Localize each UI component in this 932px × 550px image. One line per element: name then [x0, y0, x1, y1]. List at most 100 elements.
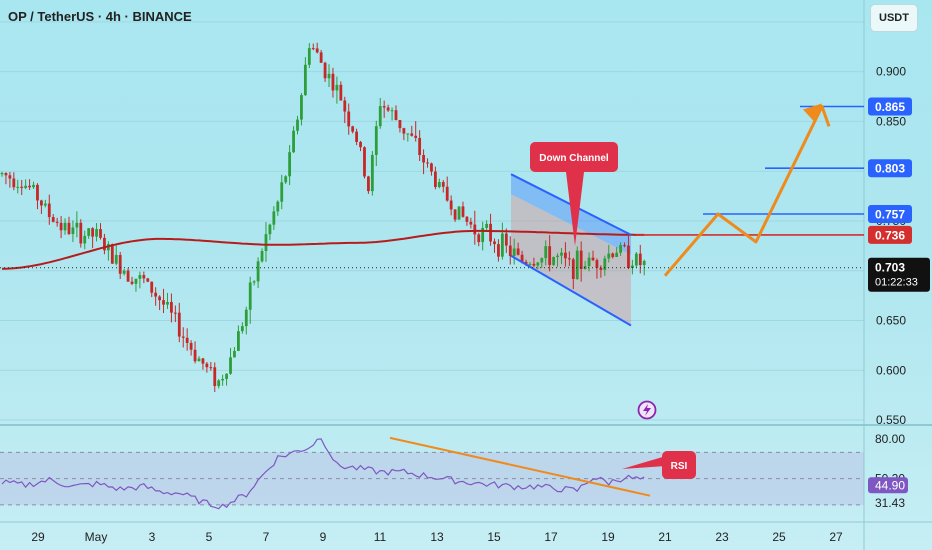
candle-body — [99, 229, 102, 238]
candle-body — [331, 73, 335, 91]
candle-body — [540, 258, 544, 263]
candle-body — [110, 244, 114, 264]
x-tick-label: 3 — [149, 530, 156, 544]
candle-body — [441, 182, 445, 187]
candle-body — [134, 278, 138, 284]
candle-body — [437, 182, 441, 188]
candle-body — [138, 275, 142, 279]
candle-body — [55, 221, 59, 223]
x-tick-label: 7 — [263, 530, 270, 544]
candle-body — [130, 281, 134, 284]
candle-body — [386, 107, 390, 111]
y-tick-label: 0.900 — [876, 65, 906, 79]
candle-body — [611, 253, 615, 258]
rsi-callout-box — [662, 451, 696, 479]
x-tick-label: 9 — [320, 530, 327, 544]
candle-body — [544, 246, 548, 259]
candle-body — [189, 342, 193, 350]
candle-body — [457, 206, 461, 220]
candle-body — [16, 186, 20, 188]
price-level-label: 0.736 — [875, 228, 905, 242]
candle-body — [28, 185, 31, 188]
candle-body — [473, 224, 477, 235]
candle-body — [311, 48, 315, 50]
candle-body — [0, 173, 4, 175]
candle-body — [32, 184, 35, 188]
x-tick-label: 17 — [544, 530, 558, 544]
candle-body — [615, 252, 619, 258]
candle-body — [359, 141, 362, 148]
candle-body — [221, 378, 225, 381]
candle-body — [40, 200, 43, 206]
candle-body — [166, 301, 169, 305]
x-tick-label: 15 — [487, 530, 501, 544]
candle-body — [205, 363, 209, 368]
candle-body — [256, 261, 260, 282]
candle-body — [63, 222, 67, 231]
candle-body — [268, 224, 272, 235]
rsi-tick-label: 31.43 — [875, 496, 905, 510]
candle-body — [158, 296, 161, 301]
lightning-icon[interactable] — [637, 400, 657, 420]
candle-body — [434, 171, 437, 188]
candle-body — [91, 228, 95, 237]
candle-body — [252, 281, 256, 283]
candle-body — [43, 203, 47, 206]
countdown-label: 01:22:33 — [875, 277, 918, 289]
candle-body — [556, 255, 559, 258]
candle-body — [461, 206, 465, 217]
callout-box — [530, 142, 618, 172]
candle-body — [414, 135, 418, 138]
candle-body — [71, 227, 75, 235]
callout-pointer — [566, 172, 584, 246]
candle-body — [363, 147, 366, 177]
candle-body — [20, 186, 24, 188]
price-level-label: 0.865 — [875, 100, 905, 114]
rsi-callout: RSI — [622, 451, 696, 479]
channel-lower-zone — [511, 194, 631, 326]
candle-body — [83, 235, 87, 244]
candle-body — [410, 133, 414, 136]
candle-body — [469, 221, 473, 225]
candle-body — [213, 367, 217, 387]
candle-body — [142, 275, 146, 279]
current-price-label: 0.703 — [875, 261, 905, 275]
candle-body — [378, 106, 382, 127]
candle-body — [114, 254, 118, 264]
rsi-line — [1, 438, 645, 510]
candle-body — [4, 173, 8, 176]
candle-body — [323, 62, 327, 79]
candle-body — [575, 250, 579, 279]
x-tick-label: 19 — [601, 530, 615, 544]
candle-body — [197, 358, 201, 362]
price-level-tag — [868, 225, 912, 244]
candle-body — [520, 254, 524, 262]
candle-body — [154, 292, 158, 297]
candle-body — [394, 110, 398, 120]
candle-body — [347, 111, 351, 127]
candle-body — [24, 185, 28, 188]
candle-body — [8, 175, 12, 179]
candle-body — [552, 257, 555, 265]
candle-body — [240, 326, 244, 332]
candle-body — [532, 263, 536, 266]
candle-body — [587, 257, 591, 267]
y-tick-label: 0.650 — [876, 313, 906, 327]
candle-body — [351, 126, 355, 132]
rsi-callout-pointer — [622, 456, 666, 469]
candle-body — [560, 252, 563, 256]
candle-body — [430, 163, 433, 172]
candle-body — [485, 223, 489, 228]
candle-body — [631, 265, 634, 269]
price-level-tag — [868, 97, 912, 116]
candle-body — [445, 186, 449, 201]
candle-body — [489, 223, 492, 242]
y-tick-label: 0.850 — [876, 114, 906, 128]
candle-body — [516, 248, 520, 255]
moving-average-line — [2, 229, 645, 270]
down-channel-callout: Down Channel — [530, 142, 618, 246]
candle-body — [398, 119, 402, 129]
currency-button[interactable]: USDT — [870, 4, 918, 32]
projection-path — [663, 105, 831, 277]
candle-body — [244, 309, 248, 327]
